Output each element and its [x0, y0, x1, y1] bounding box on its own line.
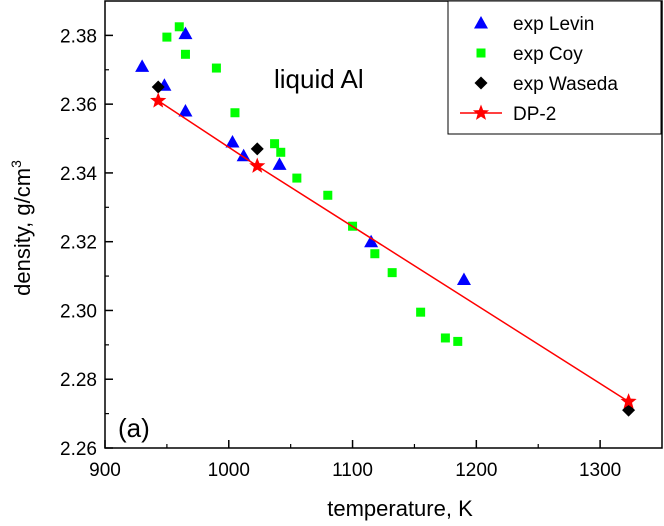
y-tick-label: 2.32 — [60, 233, 97, 254]
data-point-exp-coy — [230, 108, 240, 118]
y-axis-title-sup: 3 — [8, 160, 24, 168]
data-point-dp-2 — [620, 393, 637, 409]
data-point-exp-waseda — [250, 142, 264, 156]
legend-label-exp-coy: exp Coy — [513, 44, 583, 65]
y-tick-label: 2.26 — [60, 439, 97, 460]
data-point-exp-waseda — [151, 80, 165, 94]
legend-entry-dp-2: DP-2 — [460, 104, 556, 125]
data-point-exp-levin — [236, 148, 251, 162]
legend-label-exp-waseda: exp Waseda — [513, 74, 618, 95]
plot-frame — [104, 0, 663, 449]
data-point-exp-coy — [323, 190, 333, 200]
y-axis-title-main: density, g/cm — [10, 168, 35, 296]
y-tick-label: 2.36 — [60, 95, 97, 116]
series-exp-coy — [162, 22, 463, 346]
data-point-exp-coy — [440, 333, 450, 343]
data-point-exp-coy — [292, 173, 302, 183]
legend-label-exp-levin: exp Levin — [513, 14, 594, 35]
data-point-exp-coy — [180, 49, 190, 59]
data-point-exp-coy — [276, 147, 286, 157]
data-point-dp-2 — [150, 92, 167, 108]
x-tick-label: 1200 — [455, 460, 497, 481]
legend-marker-exp-waseda — [474, 76, 488, 90]
x-axis-title: temperature, K — [327, 496, 473, 521]
legend-marker-dp-2 — [472, 104, 490, 120]
data-point-exp-levin — [178, 26, 193, 40]
x-tick-label: 1100 — [332, 460, 373, 481]
x-tick-label: 900 — [89, 460, 121, 481]
annotation-liquid-al: liquid Al — [274, 64, 364, 94]
data-point-exp-levin — [456, 272, 471, 286]
y-axis-title: density, g/cm3 — [8, 160, 35, 296]
legend-label-dp-2: DP-2 — [513, 104, 556, 125]
data-point-exp-levin — [272, 157, 287, 170]
data-point-exp-coy — [174, 22, 184, 32]
y-tick-label: 2.38 — [60, 26, 97, 47]
data-point-exp-levin — [225, 134, 240, 148]
data-point-exp-coy — [370, 249, 380, 259]
data-point-exp-coy — [387, 268, 397, 278]
data-point-exp-coy — [162, 32, 172, 42]
legend-entry-exp-levin: exp Levin — [474, 14, 594, 35]
series-layer — [135, 22, 637, 417]
legend-entry-exp-waseda: exp Waseda — [474, 74, 618, 95]
data-point-exp-levin — [364, 234, 379, 248]
x-tick-label: 1000 — [208, 460, 250, 481]
x-tick-label: 1300 — [579, 460, 621, 481]
y-tick-label: 2.34 — [60, 164, 97, 185]
data-point-exp-coy — [453, 336, 463, 346]
legend-marker-exp-levin — [474, 16, 488, 29]
series-dp-2 — [150, 92, 637, 409]
data-point-exp-coy — [211, 63, 221, 73]
y-tick-label: 2.30 — [60, 301, 97, 322]
y-tick-label: 2.28 — [60, 370, 97, 391]
data-point-exp-levin — [135, 59, 150, 72]
data-point-exp-coy — [270, 139, 280, 149]
x-tick-labels: 900 1000 1100 1200 1300 — [89, 460, 621, 481]
data-point-exp-levin — [178, 104, 193, 117]
data-point-exp-waseda — [622, 403, 636, 417]
legend-marker-exp-coy — [476, 48, 486, 58]
legend-entries: exp Levin exp Coy exp Waseda DP-2 — [460, 14, 618, 125]
y-tick-labels: 2.26 2.28 2.30 2.32 2.34 2.36 2.38 — [60, 26, 97, 460]
data-point-dp-2 — [249, 157, 266, 173]
axis-ticks — [104, 34, 601, 449]
data-point-exp-coy — [416, 307, 426, 317]
annotation-panel-label: (a) — [118, 413, 150, 443]
legend-entry-exp-coy: exp Coy — [476, 44, 583, 65]
legend: exp Levin exp Coy exp Waseda DP-2 — [447, 0, 662, 135]
